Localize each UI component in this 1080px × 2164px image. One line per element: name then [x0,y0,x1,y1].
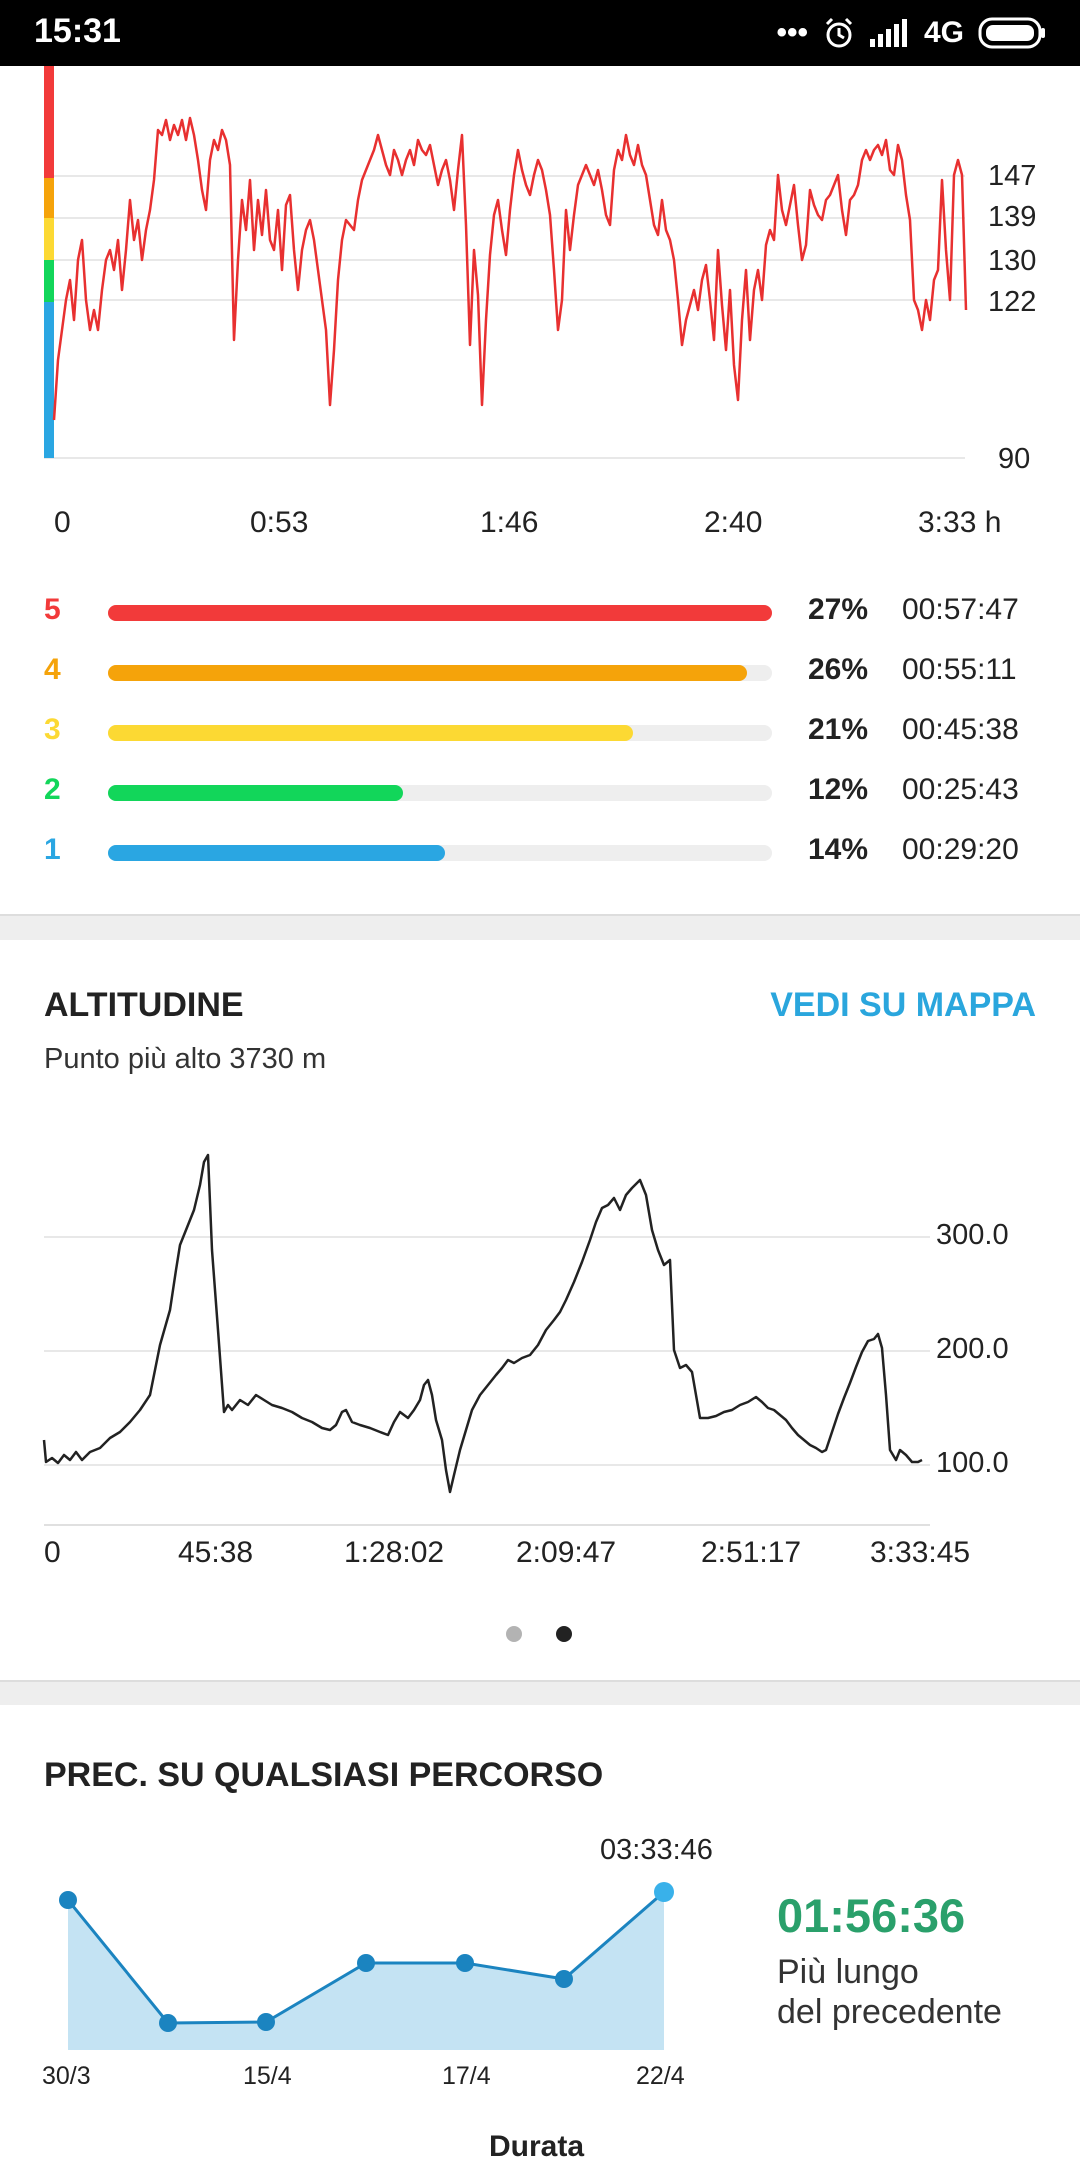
zone-bar-fill [108,785,404,801]
hr-x-label: 1:46 [480,506,539,539]
zone-row: 4 26% 00:55:11 [0,653,1080,693]
zone-number: 1 [44,833,61,866]
comparison-date-label: 30/3 [42,2062,91,2090]
altitude-y-label: 300.0 [936,1219,1009,1251]
comparison-chart [59,1882,674,2050]
comparison-date-label: 17/4 [442,2062,491,2090]
comparison-date-label: 22/4 [636,2062,685,2090]
hr-y-label: 147 [988,160,1037,192]
alarm-icon [825,17,853,48]
altitude-x-label: 1:28:02 [344,1536,445,1569]
comparison-point[interactable] [159,2014,177,2032]
zone-percentage: 21% [807,713,868,746]
difference-caption: Più lungo del precedente [777,1952,1002,2032]
zone-duration: 00:29:20 [902,833,1019,866]
hr-x-label: 0:53 [250,506,309,539]
zone-bar-track [108,605,772,621]
altitude-x-label: 0 [44,1536,61,1569]
hr-x-label: 2:40 [704,506,763,539]
zone-duration: 00:57:47 [902,593,1019,626]
zone-bar-fill [108,605,772,621]
hr-y-label: 122 [988,286,1037,318]
network-type: 4G [923,16,964,49]
altitude-line [42,1153,923,1494]
altitude-x-label: 2:51:17 [701,1536,802,1569]
zone-duration: 00:45:38 [902,713,1019,746]
comparison-point[interactable] [257,2013,275,2031]
hr-x-label: 3:33 h [918,506,1002,539]
altitude-x-label: 2:09:47 [516,1536,617,1569]
battery-icon [978,17,1045,49]
zone-row: 3 21% 00:45:38 [0,713,1080,753]
comparison-point[interactable] [555,1970,573,1988]
comparison-top-value: 03:33:46 [600,1834,713,1866]
section-divider [0,914,1080,942]
zone-bar-track [108,785,772,801]
comparison-point[interactable] [456,1954,474,1972]
altitude-title: ALTITUDINE [44,986,244,1024]
hr-y-label: 130 [988,245,1037,277]
comparison-point[interactable] [59,1891,77,1909]
altitude-x-label: 45:38 [178,1536,254,1569]
heart-rate-line [52,116,968,421]
heart-rate-chart [44,66,968,459]
zone-number: 2 [44,773,61,806]
page-indicator-dot-active[interactable] [556,1626,572,1642]
zone-bar-track [108,665,772,681]
comparison-card [0,1705,1080,2160]
status-time: 15:31 [34,12,121,50]
zone-number: 4 [44,653,61,686]
comparison-point[interactable] [357,1954,375,1972]
zone-duration: 00:25:43 [902,773,1019,806]
zone-number: 5 [44,593,61,626]
zone-bar-fill [108,665,748,681]
difference-value: 01:56:36 [777,1889,966,1942]
zone-duration: 00:55:11 [902,653,1017,686]
zone-row: 1 14% 00:29:20 [0,833,1080,873]
view-on-map-link[interactable]: VEDI SU MAPPA [770,986,1036,1024]
zone-bar-fill [108,725,633,741]
zone-percentage: 26% [807,653,868,686]
hr-y-label: 139 [988,201,1037,233]
comparison-date-label: 15/4 [243,2062,292,2090]
altitude-x-label: 3:33:45 [870,1536,971,1569]
altitude-chart [42,1153,930,1526]
zone-row: 2 12% 00:25:43 [0,773,1080,813]
status-bar: 15:31 ••• 4G [0,0,1080,66]
zone-bar-track [108,725,772,741]
heart-rate-card [0,66,1080,914]
page-indicator-dot[interactable] [506,1626,522,1642]
comparison-title: PREC. SU QUALSIASI PERCORSO [44,1756,604,1794]
altitude-card [0,940,1080,1680]
caption-line: del precedente [777,1993,1002,2031]
zone-percentage: 12% [807,773,868,806]
hr-y-label: 90 [998,443,1031,475]
zone-percentage: 14% [807,833,868,866]
altitude-subtitle: Punto più alto 3730 m [44,1043,327,1075]
comparison-footer-label: Durata [489,2130,585,2163]
status-icons: ••• 4G [776,10,1046,56]
caption-line: Più lungo [777,1953,919,1991]
zone-bar-fill [108,845,446,861]
signal-icon [869,19,907,47]
comparison-point-current[interactable] [654,1882,674,1902]
zone-number: 3 [44,713,61,746]
more-dots-icon: ••• [776,16,808,49]
zone-bar-track [108,845,772,861]
altitude-y-label: 200.0 [936,1333,1009,1365]
section-divider [0,1680,1080,1707]
hr-x-label: 0 [54,506,71,539]
altitude-y-label: 100.0 [936,1447,1009,1479]
zone-row: 5 27% 00:57:47 [0,593,1080,633]
zone-percentage: 27% [807,593,868,626]
